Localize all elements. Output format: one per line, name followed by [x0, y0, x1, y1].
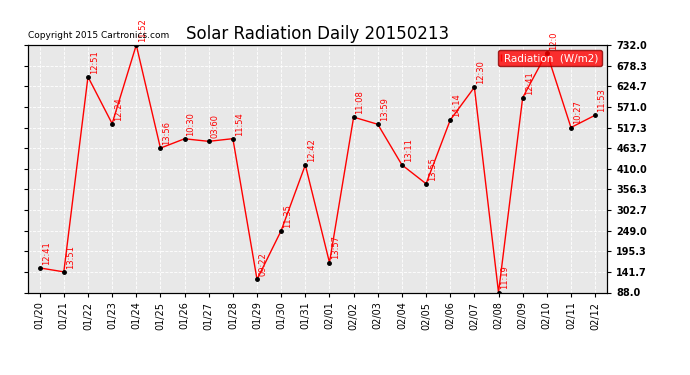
Text: 10:30: 10:30: [186, 112, 195, 136]
Text: 12:41: 12:41: [41, 241, 50, 265]
Text: 11:08: 11:08: [355, 90, 364, 114]
Text: 12:51: 12:51: [90, 50, 99, 74]
Text: 11:52: 11:52: [138, 18, 147, 42]
Text: 11:35: 11:35: [283, 204, 292, 228]
Text: 10:27: 10:27: [573, 100, 582, 124]
Text: 13:56: 13:56: [162, 121, 171, 145]
Text: 12:41: 12:41: [524, 71, 533, 94]
Text: Copyright 2015 Cartronics.com: Copyright 2015 Cartronics.com: [28, 31, 170, 40]
Text: 13:51: 13:51: [66, 245, 75, 269]
Title: Solar Radiation Daily 20150213: Solar Radiation Daily 20150213: [186, 26, 449, 44]
Text: 12:30: 12:30: [476, 60, 485, 84]
Text: 13:57: 13:57: [331, 236, 340, 260]
Text: 03:60: 03:60: [210, 114, 219, 138]
Text: 11:19: 11:19: [500, 266, 509, 290]
Text: 11:53: 11:53: [597, 88, 606, 112]
Text: 12:0: 12:0: [549, 31, 558, 50]
Text: 11:54: 11:54: [235, 112, 244, 136]
Text: 13:59: 13:59: [380, 98, 388, 121]
Text: 12:42: 12:42: [307, 138, 316, 162]
Text: 09:22: 09:22: [259, 253, 268, 276]
Legend: Radiation  (W/m2): Radiation (W/m2): [498, 50, 602, 66]
Text: 13:11: 13:11: [404, 138, 413, 162]
Text: 12:24: 12:24: [114, 97, 123, 120]
Text: 14:14: 14:14: [452, 93, 461, 117]
Text: 13:55: 13:55: [428, 157, 437, 181]
